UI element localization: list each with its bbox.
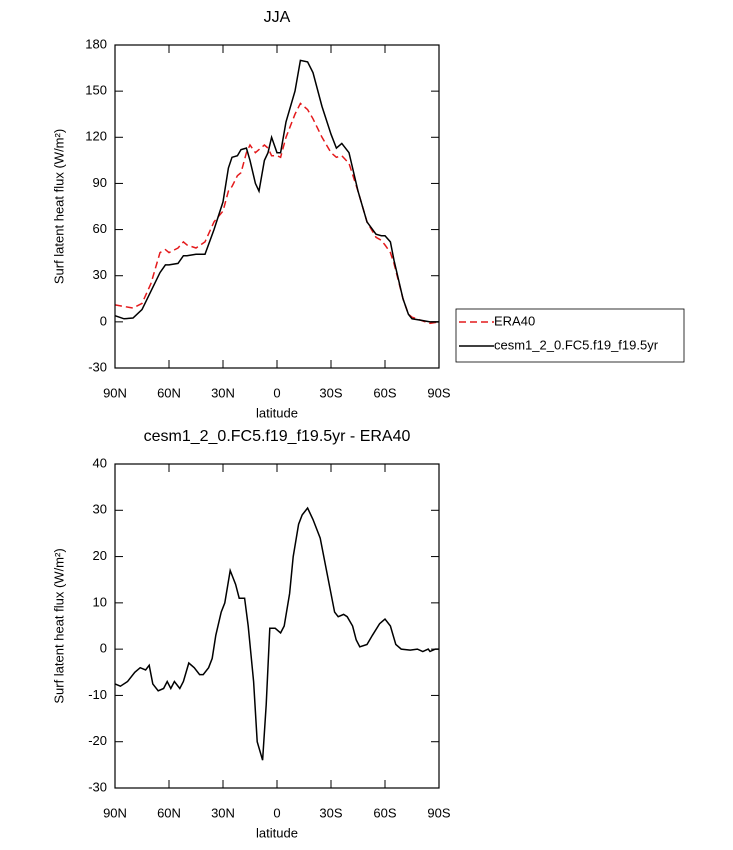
x-tick-label: 0 [273,805,280,820]
x-tick-label: 60S [373,385,396,400]
y-tick-label: 0 [100,313,107,328]
x-tick-label: 90S [427,385,450,400]
x-tick-label: 0 [273,385,280,400]
legend-label: ERA40 [494,313,535,328]
y-tick-label: 150 [85,83,107,98]
x-tick-label: 90S [427,805,450,820]
y-tick-label: 60 [93,221,107,236]
x-tick-label: 30S [319,805,342,820]
y-tick-label: -10 [88,687,107,702]
data-line [114,59,439,323]
x-axis-label: latitude [256,405,298,420]
x-axis-label: latitude [256,825,298,840]
x-tick-label: 30N [211,805,235,820]
y-tick-label: 20 [93,548,107,563]
y-tick-label: -30 [88,779,107,794]
x-tick-label: 30N [211,385,235,400]
legend-label: cesm1_2_0.FC5.f19_f19.5yr [494,337,659,352]
x-tick-label: 90N [103,805,127,820]
plot-frame [114,44,440,369]
y-axis-label: Surf latent heat flux (W/m²) [51,548,66,703]
x-tick-label: 60S [373,805,396,820]
legend-box [455,308,685,363]
y-tick-label: -30 [88,359,107,374]
y-tick-label: 120 [85,129,107,144]
x-tick-label: 90N [103,385,127,400]
chart-title: JJA [264,9,291,26]
chart-title: cesm1_2_0.FC5.f19_f19.5yr - ERA40 [144,428,411,445]
plot-frame [114,463,440,789]
y-tick-label: 40 [93,455,107,470]
x-tick-label: 60N [157,385,181,400]
y-axis-label: Surf latent heat flux (W/m²) [51,129,66,284]
y-tick-label: 30 [93,267,107,282]
data-line [114,102,440,325]
y-tick-label: 10 [93,594,107,609]
x-tick-label: 30S [319,385,342,400]
data-line [114,506,439,761]
y-tick-label: 0 [100,641,107,656]
y-tick-label: 180 [85,36,107,51]
y-tick-label: -20 [88,733,107,748]
y-tick-label: 30 [93,502,107,517]
x-tick-label: 60N [157,805,181,820]
y-tick-label: 90 [93,175,107,190]
